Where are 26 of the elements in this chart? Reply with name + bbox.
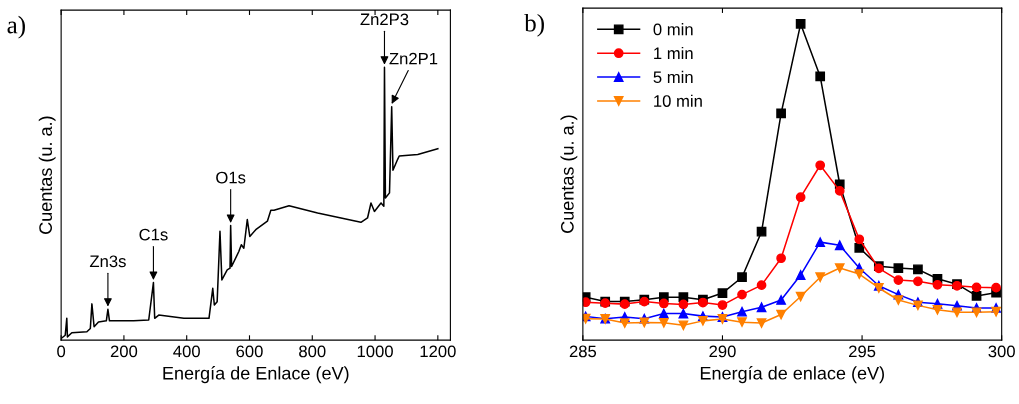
annotation: O1s bbox=[216, 171, 246, 184]
legend-label: 5 min bbox=[653, 70, 693, 84]
x-tick-label: 1200 bbox=[420, 345, 456, 358]
chart-title: b) bbox=[524, 13, 544, 37]
legend-label: 1 min bbox=[654, 46, 693, 60]
x-tick-label: 295 bbox=[849, 345, 876, 358]
x-tick-label: 1000 bbox=[357, 345, 393, 358]
chart-title: a) bbox=[7, 15, 25, 39]
x-axis-title: Energía de enlace (eV) bbox=[700, 366, 884, 384]
x-tick-label: 290 bbox=[709, 345, 736, 358]
y-axis-title: Cuentas (u. a.) bbox=[38, 116, 56, 234]
y-axis-title: Cuentas (u. a.) bbox=[560, 115, 578, 233]
annotation: Zn3s bbox=[89, 255, 126, 268]
annotation: Zn2P1 bbox=[389, 52, 438, 65]
x-tick-label: 800 bbox=[299, 345, 326, 358]
x-tick-label: 300 bbox=[988, 345, 1015, 358]
annotation: Zn2P3 bbox=[360, 13, 409, 26]
x-axis-title: Energía de Enlace (eV) bbox=[163, 366, 349, 384]
x-tick-label: 600 bbox=[236, 345, 263, 358]
x-tick-label: 285 bbox=[569, 345, 597, 358]
x-tick-label: 0 bbox=[57, 345, 66, 358]
legend-label: 0 min bbox=[653, 23, 693, 36]
x-tick-label: 200 bbox=[110, 345, 138, 358]
annotation: C1s bbox=[139, 228, 168, 241]
legend-label: 10 min bbox=[654, 94, 702, 107]
x-tick-label: 400 bbox=[173, 345, 200, 358]
